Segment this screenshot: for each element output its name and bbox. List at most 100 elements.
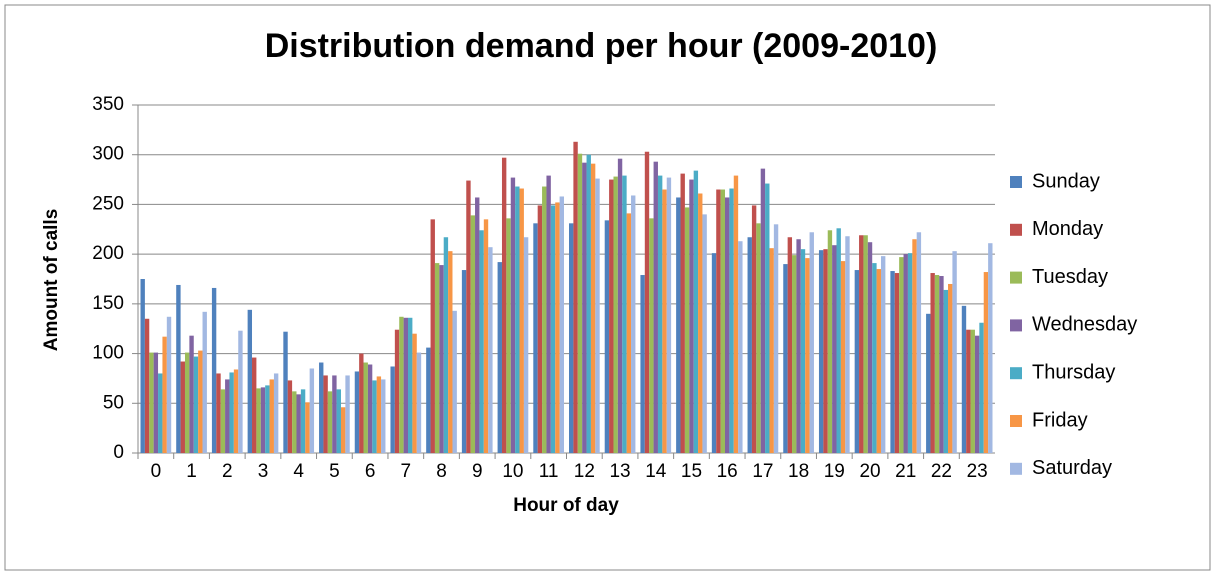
- bar: [590, 163, 596, 454]
- bar: [184, 352, 190, 453]
- legend-swatch: [1010, 462, 1022, 475]
- bar: [390, 366, 395, 453]
- bar: [872, 263, 877, 453]
- legend-label: Sunday: [1032, 170, 1100, 192]
- bar: [832, 245, 837, 453]
- bar: [323, 375, 328, 453]
- bar: [327, 391, 333, 453]
- y-tick-label: 100: [92, 343, 124, 364]
- bar: [189, 335, 194, 453]
- bar: [657, 175, 663, 453]
- bar: [609, 179, 614, 454]
- x-tick-label: 11: [539, 461, 559, 482]
- bar: [550, 205, 556, 453]
- bar: [899, 257, 904, 453]
- bar: [372, 380, 377, 453]
- bar: [233, 369, 239, 453]
- bar: [907, 253, 913, 453]
- bar: [144, 318, 150, 453]
- bar: [698, 193, 703, 453]
- bar: [724, 197, 730, 453]
- x-tick-label: 2: [222, 461, 233, 482]
- bar: [265, 385, 270, 453]
- bar: [426, 347, 431, 453]
- x-tick-label: 14: [645, 461, 667, 482]
- bar: [783, 264, 788, 453]
- bar: [483, 219, 489, 453]
- bar: [211, 287, 217, 453]
- bar: [273, 373, 279, 453]
- bar: [443, 237, 449, 453]
- y-axis-label: Amount of calls: [41, 209, 62, 352]
- x-tick-label: 4: [293, 461, 304, 482]
- x-tick-label: 1: [186, 461, 197, 482]
- bar: [229, 372, 234, 453]
- bar: [220, 389, 226, 453]
- bar: [332, 375, 337, 453]
- bar: [809, 232, 814, 453]
- bar: [202, 311, 207, 453]
- bar: [198, 350, 203, 453]
- x-tick-label: 16: [717, 461, 738, 482]
- bar: [399, 316, 404, 453]
- bar: [867, 242, 873, 453]
- x-tick-label: 0: [151, 461, 162, 482]
- legend-swatch: [1010, 271, 1022, 284]
- bar: [260, 387, 266, 453]
- bar: [702, 214, 707, 453]
- bar: [626, 213, 632, 453]
- bar: [238, 330, 243, 453]
- bar: [296, 394, 301, 453]
- x-axis-label: Hour of day: [513, 495, 619, 516]
- x-tick-label: 6: [365, 461, 376, 482]
- bar: [961, 305, 967, 453]
- bar: [166, 316, 172, 453]
- bar: [193, 356, 199, 453]
- x-tick-label: 12: [574, 461, 595, 482]
- bar: [475, 197, 480, 453]
- bar: [140, 279, 145, 453]
- bar: [452, 310, 457, 453]
- bar: [613, 176, 618, 454]
- legend-swatch: [1010, 223, 1022, 236]
- y-tick-label: 50: [103, 392, 124, 413]
- bar: [430, 219, 435, 453]
- bar: [653, 161, 658, 453]
- legend-label: Friday: [1032, 409, 1088, 431]
- bar: [416, 352, 422, 453]
- x-tick-label: 15: [681, 461, 702, 482]
- bar: [622, 175, 627, 453]
- bar: [162, 336, 167, 453]
- bar: [577, 153, 583, 453]
- legend-label: Thursday: [1032, 361, 1115, 383]
- bar: [158, 373, 163, 453]
- x-tick-label: 23: [967, 461, 988, 482]
- bar: [854, 270, 860, 453]
- bar: [792, 255, 797, 453]
- bar: [859, 235, 864, 453]
- bar: [773, 224, 779, 453]
- bar: [305, 402, 310, 453]
- bar: [796, 239, 801, 453]
- bar: [252, 357, 257, 453]
- bar: [676, 197, 681, 453]
- bar: [604, 220, 610, 453]
- bar: [827, 230, 833, 453]
- bar: [970, 329, 975, 453]
- bar: [586, 154, 591, 453]
- bar: [309, 368, 315, 453]
- x-tick-label: 5: [329, 461, 340, 482]
- bar: [461, 270, 467, 453]
- bar: [247, 309, 253, 453]
- bar: [930, 273, 935, 453]
- legend-label: Wednesday: [1032, 314, 1137, 336]
- bar: [533, 223, 538, 453]
- bar: [542, 186, 547, 453]
- y-tick-label: 0: [113, 442, 124, 463]
- bar: [292, 391, 297, 453]
- bar: [568, 223, 574, 453]
- bar: [805, 258, 810, 453]
- bar: [863, 235, 868, 453]
- bar: [631, 195, 636, 454]
- x-tick-label: 10: [502, 461, 523, 482]
